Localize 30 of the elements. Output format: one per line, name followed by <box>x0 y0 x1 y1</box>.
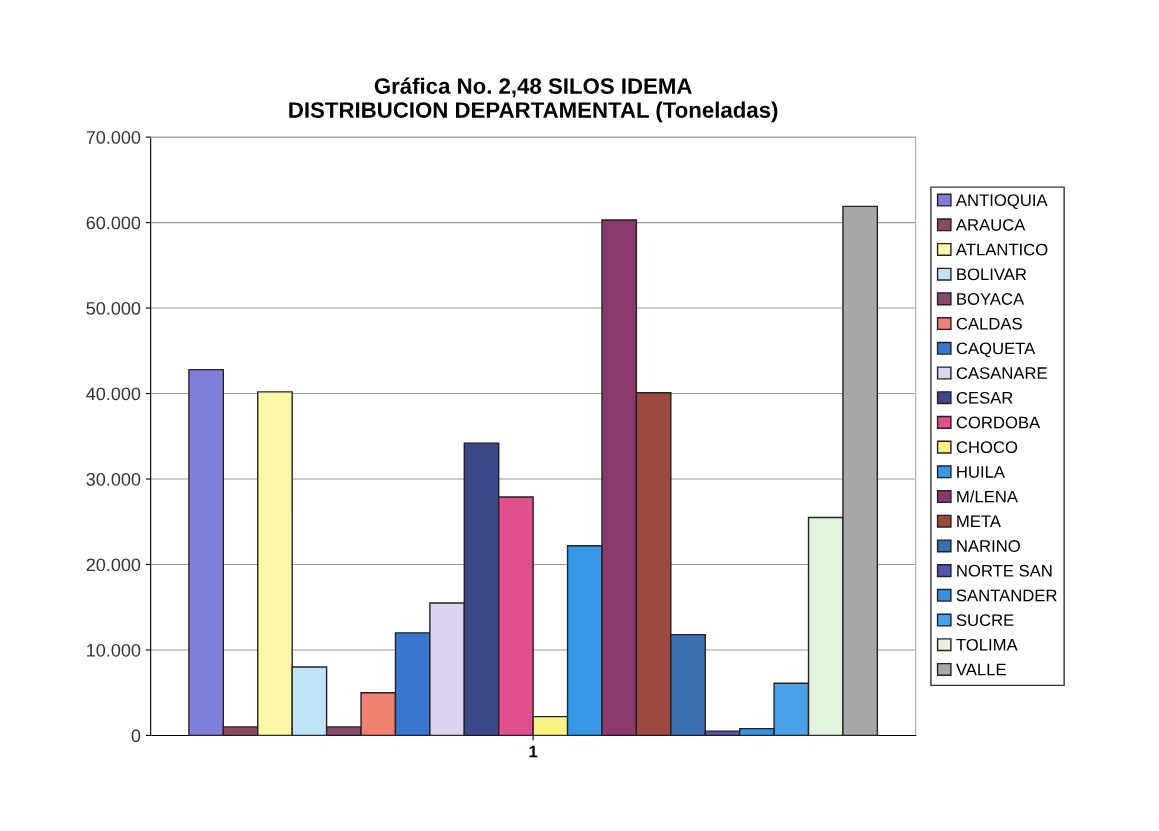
legend-label: SANTANDER <box>956 589 1057 602</box>
y-tick-label: 70.000 <box>86 131 141 144</box>
y-tick-label: 30.000 <box>86 472 141 486</box>
legend-label: META <box>957 515 1001 528</box>
legend-label: CASANARE <box>956 367 1047 379</box>
legend-label: CALDAS <box>956 317 1022 330</box>
legend-label: SUCRE <box>956 614 1014 627</box>
y-tick-label: 50.000 <box>86 302 141 315</box>
y-tick-label: 10.000 <box>87 643 141 657</box>
legend-label: NORTE SAN <box>957 564 1052 577</box>
legend-label: TOLIMA <box>956 638 1018 651</box>
y-tick-label: 0 <box>131 729 141 743</box>
legend-label: VALLE <box>955 663 1006 676</box>
legend-label: BOYACA <box>957 293 1025 305</box>
y-tick-label: 40.000 <box>86 387 141 401</box>
x-tick-label: 1 <box>529 745 538 758</box>
legend-label: ATLANTICO <box>955 243 1048 256</box>
legend-label: CESAR <box>956 391 1013 404</box>
legend-label: BOLIVAR <box>957 268 1027 281</box>
legend-label: NARINO <box>957 540 1020 552</box>
legend-label: ARAUCA <box>955 218 1026 231</box>
legend-label: CHOCO <box>956 441 1018 454</box>
chart-title: Gráfica No. 2,48 SILOS IDEMA DISTRIBUCION DEPARTAMENTAL (Toneladas) <box>289 77 778 123</box>
legend-label: CAQUETA <box>956 342 1036 358</box>
y-tick-label: 60.000 <box>86 216 141 230</box>
legend-label: HUILA <box>957 466 1005 478</box>
legend-label: ANTIOQUIA <box>955 194 1048 210</box>
y-tick-label: 20.000 <box>86 558 141 572</box>
legend-label: M/LENA <box>957 490 1018 503</box>
legend-label: CORDOBA <box>956 416 1041 429</box>
